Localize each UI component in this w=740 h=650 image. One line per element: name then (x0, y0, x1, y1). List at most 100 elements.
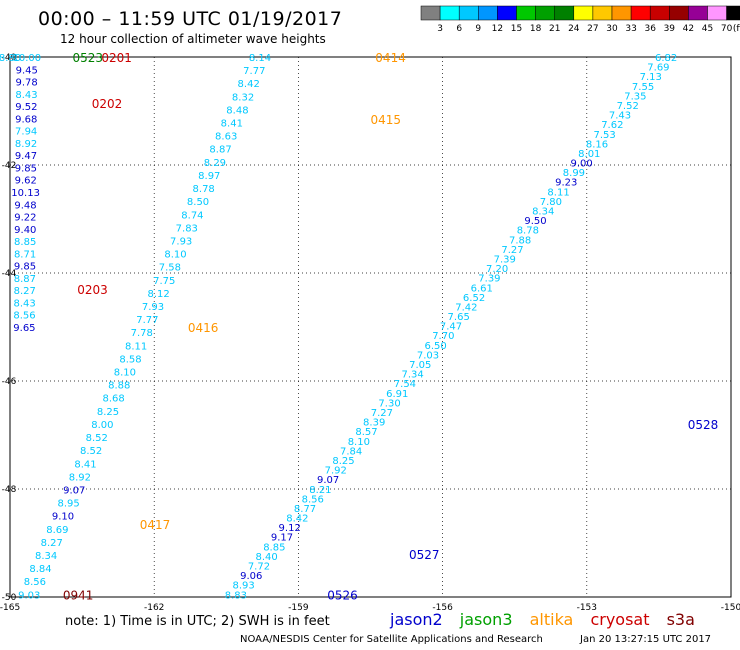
pass-label: 0526 (327, 588, 358, 602)
swh-value-label: 7.27 (371, 408, 393, 419)
y-tick-label: -50 (2, 593, 17, 603)
pass-label: 0416 (188, 321, 219, 335)
swh-value-label: 7.72 (248, 562, 270, 573)
swh-value-label: 8.84 (29, 564, 51, 575)
swh-value-label: 8.42 (286, 514, 308, 525)
pass-label: 0523 (72, 51, 103, 65)
swh-value-label: 7.03 (417, 350, 439, 361)
swh-value-label: 8.50 (187, 197, 209, 208)
swh-value-label: 8.87 (14, 274, 36, 285)
pass-label: 0201 (101, 51, 132, 65)
y-tick-label: -40 (2, 53, 17, 63)
pass-label: 0528 (688, 418, 719, 432)
swh-value-label: 6.91 (386, 389, 408, 400)
swh-value-label: 8.39 (363, 418, 385, 429)
swh-value-label: 8.78 (517, 226, 539, 237)
swh-value-label: 9.62 (15, 176, 37, 187)
pass-label: 0202 (92, 97, 123, 111)
swh-value-label: 9.00 (570, 159, 592, 170)
swh-value-label: 8.83 (225, 590, 247, 601)
satellite-cryosat-label: cryosat (590, 610, 650, 629)
swh-value-label: 9.85 (14, 262, 36, 273)
scale-tick-label: 30 (606, 24, 618, 34)
swh-value-label: 9.68 (15, 114, 37, 125)
scale-tick-label: 33 (625, 24, 636, 34)
swh-value-label: 8.87 (209, 145, 231, 156)
y-tick-label: -42 (2, 161, 17, 171)
swh-value-label: 9.48 (14, 200, 36, 211)
swh-value-label: 8.57 (355, 427, 377, 438)
pass-label: 0203 (77, 283, 108, 297)
swh-value-label: 7.27 (501, 245, 523, 256)
swh-value-label: 7.58 (159, 263, 181, 274)
swh-value-label: 8.27 (41, 538, 63, 549)
swh-value-label: 9.17 (271, 533, 293, 544)
swh-value-label: 8.93 (232, 581, 254, 592)
x-tick-label: -162 (144, 603, 164, 613)
swh-value-label: 8.99 (563, 168, 585, 179)
swh-value-label: 8.43 (14, 298, 36, 309)
swh-value-label: 6.61 (471, 283, 493, 294)
swh-value-label: 8.52 (80, 446, 102, 457)
swh-value-label: 8.14 (249, 53, 271, 64)
swh-value-label: 6.82 (655, 53, 677, 64)
x-tick-label: -159 (288, 603, 309, 613)
swh-value-label: 8.21 (309, 485, 331, 496)
scale-tick-label: 70 (721, 24, 733, 34)
swh-value-label: 7.69 (647, 63, 669, 74)
swh-value-label: 8.69 (46, 525, 68, 536)
satellite-altika-label: altika (529, 610, 574, 629)
scale-tick-label: 12 (492, 24, 503, 34)
swh-value-label: 7.83 (176, 223, 198, 234)
swh-value-label: 7.84 (340, 446, 362, 457)
x-tick-label: -156 (432, 603, 453, 613)
y-tick-label: -48 (2, 485, 17, 495)
scale-tick-label: 15 (511, 24, 522, 34)
scale-tick-label: 9 (475, 24, 481, 34)
swh-value-label: 9.47 (15, 151, 37, 162)
swh-value-label: 8.85 (14, 237, 36, 248)
swh-value-label: 8.58 (119, 354, 141, 365)
swh-value-label: 9.22 (14, 213, 36, 224)
swh-value-label: 9.65 (13, 323, 35, 334)
swh-value-label: 8.41 (221, 119, 243, 130)
swh-value-label: 8.95 (57, 499, 79, 510)
x-tick-label: -165 (0, 603, 20, 613)
swh-value-label: 7.75 (153, 276, 175, 287)
swh-value-label: 7.92 (325, 466, 347, 477)
swh-value-label: 7.30 (378, 398, 400, 409)
pass-label: 0527 (409, 548, 440, 562)
swh-value-label: 8.25 (332, 456, 354, 467)
swh-value-label: 10.13 (11, 188, 40, 199)
swh-value-label: 8.88 (108, 381, 130, 392)
y-tick-label: -44 (2, 269, 17, 279)
swh-value-label: 9.50 (524, 216, 546, 227)
scale-tick-label: 45 (702, 24, 713, 34)
swh-value-label: 9.12 (279, 523, 301, 534)
swh-value-label: 8.34 (532, 207, 554, 218)
scale-tick-label: 3 (437, 24, 443, 34)
swh-value-label: 7.13 (640, 72, 662, 83)
y-tick-label: -46 (2, 377, 17, 387)
swh-value-label: 8.85 (263, 542, 285, 553)
swh-value-label: 8.56 (24, 577, 46, 588)
swh-value-label: 7.93 (170, 236, 192, 247)
swh-value-label: 9.52 (15, 102, 37, 113)
swh-value-label: 8.34 (35, 551, 57, 562)
satellite-s3a-label: s3a (666, 610, 695, 629)
swh-value-label: 8.77 (294, 504, 316, 515)
swh-value-label: 7.65 (448, 312, 470, 323)
scale-tick-label: 6 (456, 24, 462, 34)
swh-value-label: 7.47 (440, 322, 462, 333)
swh-value-label: 7.53 (594, 130, 616, 141)
swh-value-label: 7.77 (136, 315, 158, 326)
credit-text: NOAA/NESDIS Center for Satellite Applica… (240, 634, 543, 645)
swh-value-label: 8.71 (14, 249, 36, 260)
swh-value-label: 8.29 (204, 158, 226, 169)
swh-value-label: 6.52 (463, 293, 485, 304)
swh-value-label: 8.27 (14, 286, 36, 297)
scale-tick-label: 27 (587, 24, 598, 34)
chart-subtitle: 12 hour collection of altimeter wave hei… (60, 32, 326, 46)
x-tick-label: -153 (577, 603, 597, 613)
